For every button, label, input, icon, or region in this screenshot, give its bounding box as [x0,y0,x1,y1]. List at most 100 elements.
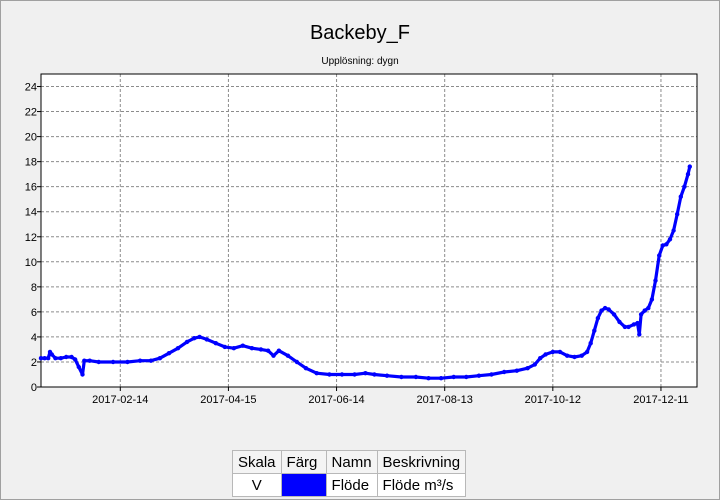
data-point [76,364,82,370]
y-tick-label: 8 [31,282,37,294]
data-point [646,305,651,311]
x-tick-label: 2017-12-11 [633,394,688,406]
data-point [631,322,637,327]
data-point [125,359,130,365]
data-point [675,212,680,217]
data-point [602,305,608,311]
data-point [63,354,69,360]
data-point [46,356,51,361]
x-tick-label: 2017-06-14 [308,394,364,406]
x-tick-label: 2017-04-15 [200,394,256,406]
y-tick-label: 6 [31,307,37,319]
data-point [184,339,190,345]
data-point [69,354,74,360]
legend-color-swatch [281,474,326,496]
data-point [502,369,507,375]
data-point [611,312,617,317]
data-point [175,346,181,351]
data-point [148,358,154,363]
legend-header-color: Färg [280,450,327,474]
data-point [489,372,494,377]
data-point [137,358,143,363]
data-point [384,373,390,378]
data-point [42,356,47,361]
data-point [664,242,669,247]
data-point [314,371,319,376]
plot-background [41,74,697,387]
data-point [617,319,622,325]
data-point [271,353,276,358]
data-point [110,359,116,365]
data-point [303,366,309,371]
data-point [543,352,548,357]
data-point [550,349,555,355]
data-point [249,346,255,351]
data-point [584,349,590,355]
y-tick-label: 10 [25,257,37,269]
data-point [426,376,431,381]
y-tick-label: 12 [25,232,37,244]
data-point [557,349,563,355]
data-point [682,184,687,189]
data-point [635,320,640,326]
data-point [476,373,482,378]
data-point [372,372,377,377]
data-point [653,278,658,283]
data-point [339,372,345,377]
data-point [687,164,692,169]
data-point [49,352,54,357]
data-point [96,359,101,365]
legend-scale: V [232,473,282,497]
y-tick-label: 2 [31,357,37,369]
plot-border [40,73,698,388]
data-point [192,336,197,341]
data-point [638,312,644,317]
data-point [413,374,419,380]
x-tick-label: 2017-08-13 [417,394,473,406]
data-point [166,351,172,356]
y-tick-label: 16 [25,182,37,194]
data-point [572,354,577,360]
data-point [660,243,665,248]
data-point [58,356,63,361]
y-tick-label: 4 [31,332,37,344]
data-point [671,228,676,233]
data-point [514,368,519,373]
data-point [592,328,597,333]
data-point [538,356,543,361]
data-point [231,346,236,351]
y-tick-label: 18 [25,157,37,169]
data-point [222,344,227,350]
data-point [157,356,163,361]
data-point [532,362,537,367]
y-tick-label: 20 [25,132,37,144]
data-point [451,374,456,380]
data-point [678,194,683,199]
data-point [599,308,604,313]
data-point [637,332,642,337]
data-point [87,358,92,363]
data-point [525,366,530,371]
data-point [588,341,593,346]
data-point [606,307,611,312]
data-point [213,341,218,346]
x-tick-label: 2017-02-14 [92,394,148,406]
data-point [626,324,631,330]
data-point [352,372,357,377]
data-point [464,374,469,380]
data-point [82,358,87,363]
data-point [622,324,628,330]
data-point [685,172,691,177]
data-point [73,357,78,362]
data-point [579,353,584,358]
y-tick-label: 22 [25,107,37,119]
legend-header-row: Skala Färg Namn Beskrivning [232,450,467,474]
data-point [438,376,444,381]
data-point [649,297,655,302]
legend-table: Skala Färg Namn Beskrivning V Flöde Flöd… [232,450,467,497]
legend-description: Flöde m³/s [376,473,467,497]
y-tick-label: 24 [25,82,37,94]
data-point [657,253,662,258]
legend-row[interactable]: V Flöde Flöde m³/s [232,473,467,497]
